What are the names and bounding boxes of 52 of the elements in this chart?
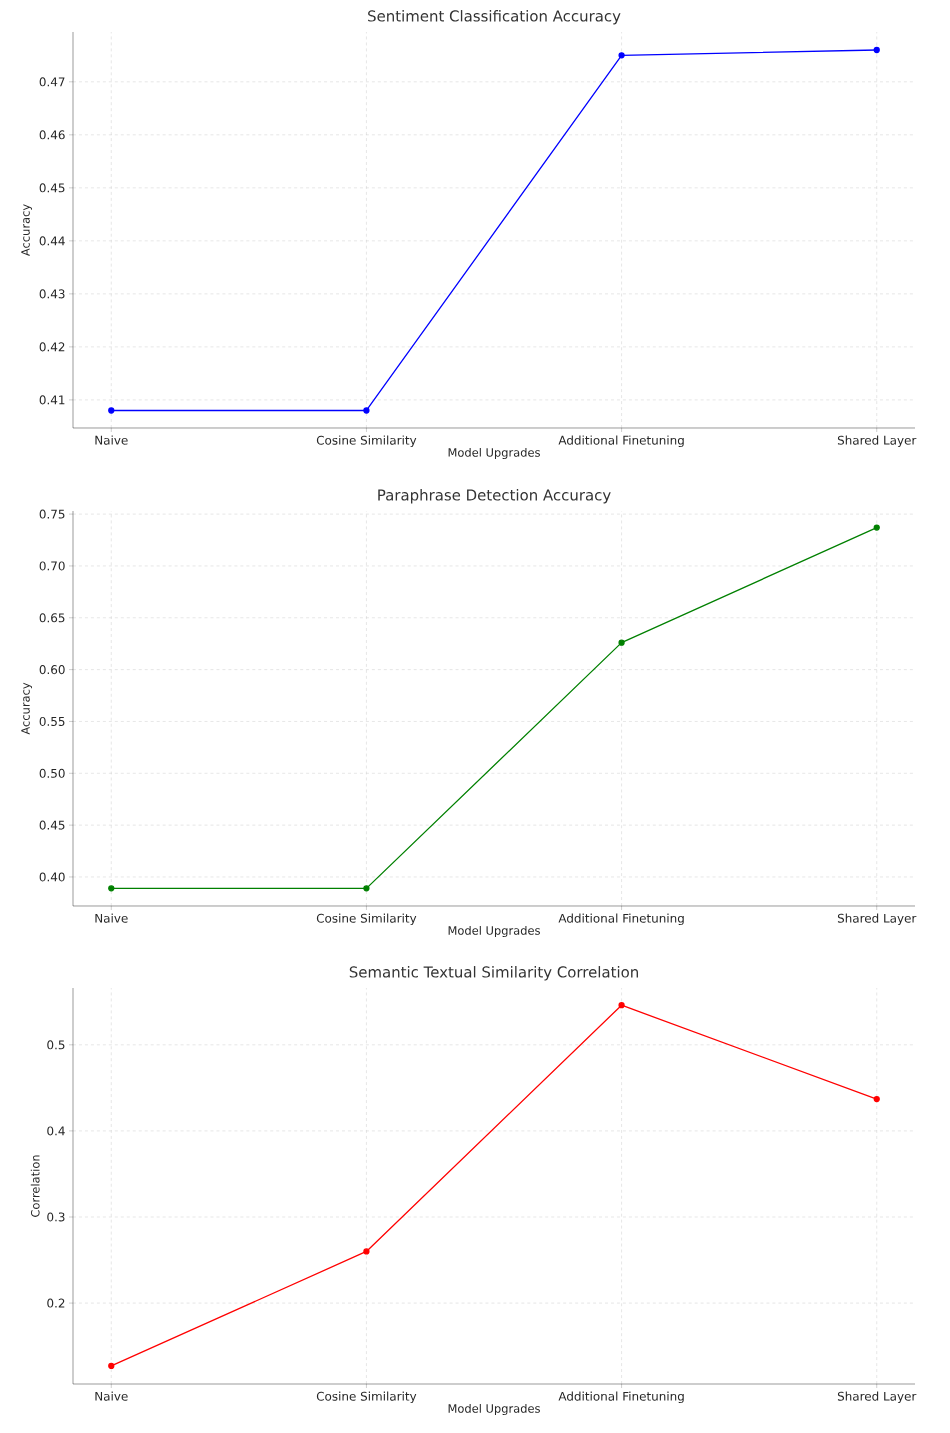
y-tick-label: 0.42 — [39, 342, 65, 352]
chart-title: Semantic Textual Similarity Correlation — [349, 966, 638, 981]
point — [618, 639, 625, 646]
point — [873, 1095, 880, 1103]
y-tick-label: 0.50 — [39, 768, 65, 778]
x-tick-label: Naive — [95, 435, 128, 445]
y-tick-label: 0.47 — [39, 77, 65, 87]
chart-title: Sentiment Classification Accuracy — [368, 10, 621, 25]
x-tick-label: Naive — [95, 1391, 128, 1401]
y-tick-label: 0.5 — [47, 1040, 65, 1050]
y-tick-label: 0.65 — [39, 613, 65, 623]
point — [618, 1002, 625, 1009]
y-axis-title: Accuracy — [21, 204, 33, 257]
y-tick-label: 0.60 — [39, 665, 65, 675]
y-tick-label: 0.40 — [39, 872, 65, 882]
point — [873, 46, 880, 54]
y-tick-label: 0.43 — [39, 289, 65, 299]
x-tick-label: Additional Finetuning — [558, 1391, 684, 1404]
x-axis-title: Model Upgrades — [448, 1403, 540, 1416]
point — [108, 1362, 115, 1370]
x-tick-label: Additional Finetuning — [558, 913, 684, 926]
x-tick-label: Additional Finetuning — [558, 435, 684, 448]
x-tick-label: Cosine Similarity — [316, 913, 417, 926]
point — [363, 1248, 370, 1255]
y-tick-label: 0.75 — [39, 509, 65, 519]
y-tick-label: 0.46 — [39, 130, 65, 140]
y-tick-label: 0.41 — [39, 395, 65, 405]
point — [108, 885, 115, 892]
x-tick-label: Cosine Similarity — [316, 1391, 417, 1404]
x-tick-label: Cosine Similarity — [316, 435, 417, 448]
y-tick-label: 0.3 — [47, 1212, 65, 1222]
y-tick-label: 0.44 — [39, 236, 65, 246]
x-axis-title: Model Upgrades — [448, 925, 540, 937]
chart-title: Paraphrase Detection Accuracy — [378, 489, 611, 504]
x-tick-label: Shared Layer — [837, 1391, 917, 1404]
y-tick-label: 0.2 — [47, 1298, 65, 1308]
x-tick-label: Shared Layer — [837, 435, 917, 448]
y-axis-title: Accuracy — [21, 682, 33, 735]
y-tick-label: 0.70 — [39, 561, 65, 571]
x-tick-label: Naive — [95, 913, 128, 923]
point — [363, 885, 370, 892]
y-tick-label: 0.45 — [39, 183, 65, 193]
y-tick-label: 0.55 — [39, 716, 65, 726]
point — [108, 407, 115, 414]
y-tick-label: 0.4 — [47, 1126, 65, 1136]
point — [873, 524, 880, 531]
y-axis-title: Correlation — [30, 1155, 40, 1217]
y-tick-label: 0.45 — [39, 820, 65, 830]
x-tick-label: Shared Layer — [837, 913, 917, 926]
x-axis-title: Model Upgrades — [448, 447, 540, 459]
point — [363, 407, 370, 414]
point — [618, 52, 625, 59]
